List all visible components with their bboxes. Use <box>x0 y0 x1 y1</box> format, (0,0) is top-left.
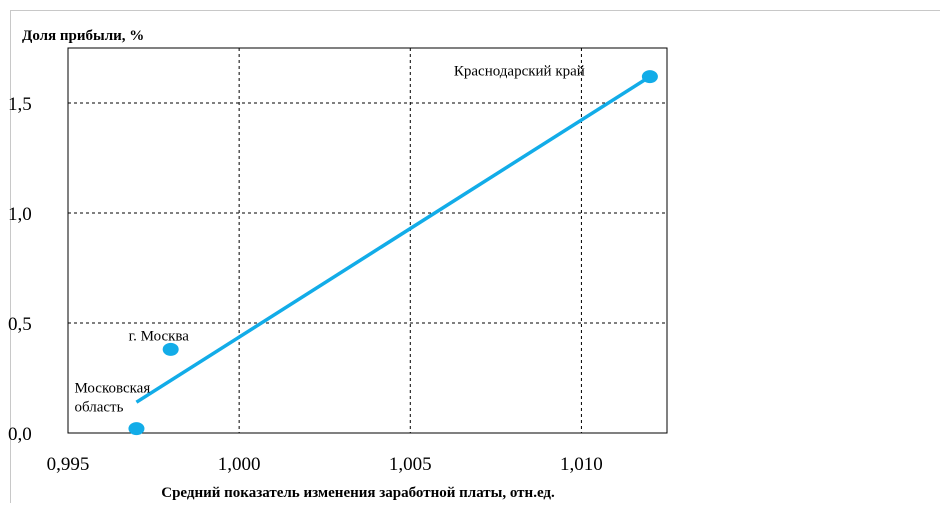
chart-frame <box>10 10 940 503</box>
y-tick-label: 0,0 <box>8 424 32 445</box>
point-label: Московская область <box>74 381 150 416</box>
tick-labels: 0,995 1,000 1,005 1,010 0,0 0,5 1,0 1,5 <box>8 94 603 475</box>
y-tick-label: 1,0 <box>8 204 32 225</box>
point-label: Краснодарский край <box>454 64 585 80</box>
data-points <box>128 70 658 436</box>
data-point <box>128 422 145 436</box>
plot-area <box>67 47 668 434</box>
point-labels: Московская область г. Москва Краснодарский … <box>74 64 584 416</box>
y-tick-label: 1,5 <box>8 94 32 115</box>
x-axis-title: Средний показатель изменения заработной … <box>161 485 555 501</box>
grid <box>68 48 667 433</box>
x-tick-label: 0,995 <box>47 454 90 475</box>
point-label: г. Москва <box>129 328 190 344</box>
data-point <box>162 342 179 356</box>
x-tick-label: 1,000 <box>218 454 261 475</box>
y-axis-title: Доля прибыли, % <box>22 28 144 44</box>
data-point <box>641 70 658 84</box>
y-tick-label: 0,5 <box>8 314 32 335</box>
x-tick-label: 1,005 <box>389 454 432 475</box>
trendline <box>135 75 651 404</box>
x-tick-label: 1,010 <box>560 454 603 475</box>
